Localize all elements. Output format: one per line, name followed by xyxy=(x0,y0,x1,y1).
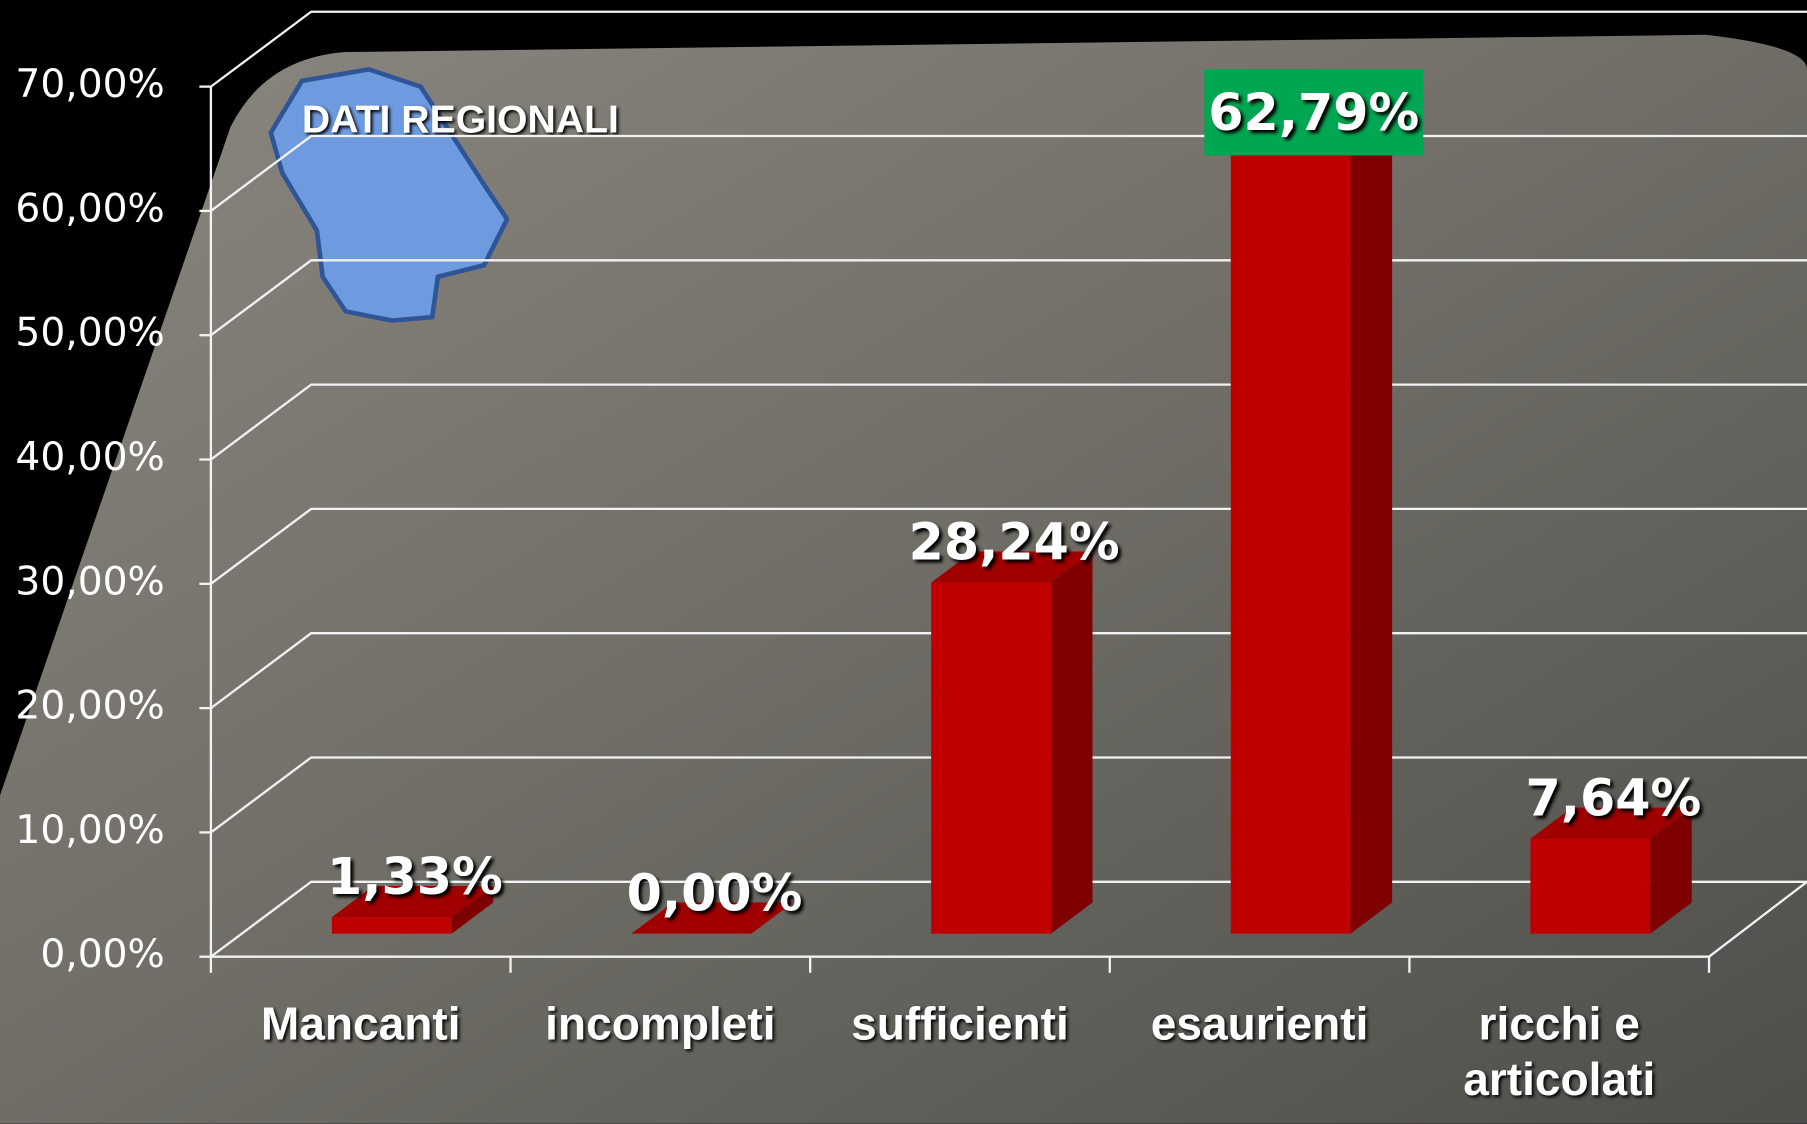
y-tick-label: 50,00% xyxy=(15,311,164,356)
value-label: 62,79% xyxy=(1208,83,1419,142)
value-label: 7,64% xyxy=(1525,769,1701,828)
bar xyxy=(931,552,1092,934)
y-tick-label: 10,00% xyxy=(15,808,164,853)
value-label: 0,00% xyxy=(627,864,803,923)
bar-front xyxy=(332,917,452,934)
y-tick-label: 60,00% xyxy=(15,186,164,231)
chart: DATI REGIONALI 0,00%10,00%20,00%30,00%40… xyxy=(0,0,1807,1124)
bar-side xyxy=(1051,552,1092,934)
x-tick-label: incompleti xyxy=(545,998,775,1050)
value-label: 1,33% xyxy=(327,847,503,906)
photo-panel xyxy=(0,35,1807,1124)
x-tick-label: sufficienti xyxy=(851,998,1069,1050)
y-tick-label: 20,00% xyxy=(15,684,164,729)
bar-side xyxy=(1351,122,1392,934)
bar-front xyxy=(1530,839,1650,934)
bar-front xyxy=(1231,153,1351,933)
x-tick-label: Mancanti xyxy=(261,998,461,1050)
bar xyxy=(1231,122,1392,934)
y-tick-label: 0,00% xyxy=(40,932,164,977)
value-label: 28,24% xyxy=(909,513,1120,572)
bar-front xyxy=(931,583,1051,934)
y-tick-label: 70,00% xyxy=(15,62,164,107)
y-tick-label: 40,00% xyxy=(15,435,164,480)
y-tick-label: 30,00% xyxy=(15,559,164,604)
x-tick-label: esaurienti xyxy=(1151,998,1369,1050)
